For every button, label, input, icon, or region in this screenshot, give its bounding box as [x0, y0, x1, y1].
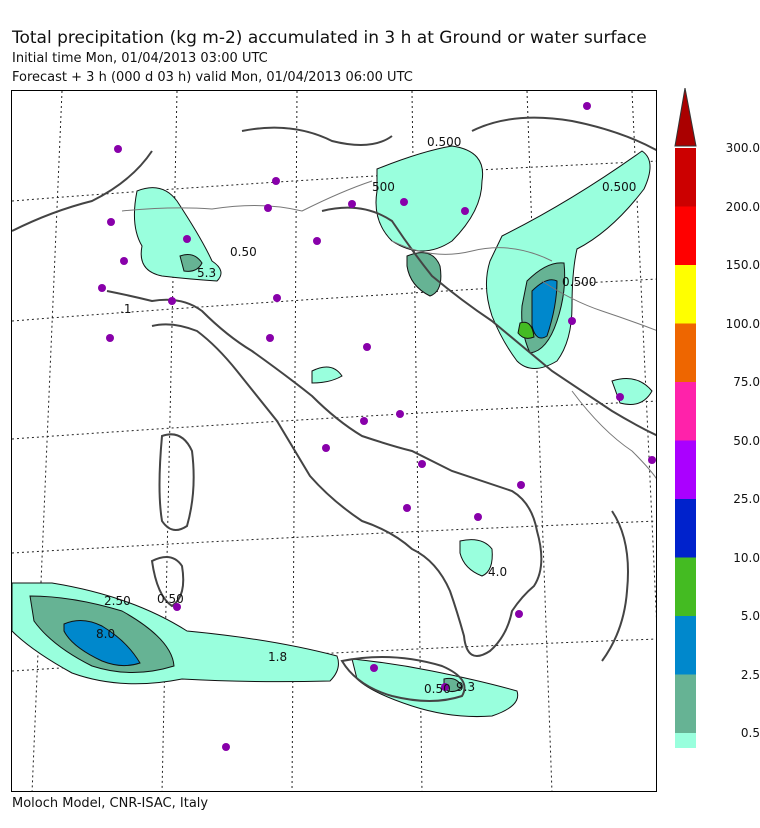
contour-labels: 0.500 500 0.500 0.50 5.3 0.500 2.50 0.50…: [96, 135, 636, 696]
precipitation-map: 0.500 500 0.500 0.50 5.3 0.500 2.50 0.50…: [11, 90, 657, 792]
contour-label: 500: [372, 180, 395, 194]
legend-label: 0.5: [740, 726, 760, 740]
contour-label: 1.8: [268, 650, 287, 664]
legend-swatch: [675, 323, 696, 382]
contour-label: 9.3: [456, 680, 475, 694]
legend-swatch: [675, 557, 696, 616]
contour-label: 0.500: [427, 135, 461, 149]
legend-label: 300.0: [725, 141, 760, 155]
legend-swatch: [675, 499, 696, 558]
legend-swatch: [675, 382, 696, 441]
contour-label: 0.50: [157, 592, 184, 606]
contour-label: 0.50: [230, 245, 257, 259]
legend-label: 50.0: [733, 433, 760, 448]
legend-label: 2.5: [740, 667, 760, 682]
contour-label: .1: [120, 302, 131, 316]
borders: [121, 180, 656, 479]
legend-label: 150.0: [725, 258, 760, 272]
map-canvas: 0.500 500 0.500 0.50 5.3 0.500 2.50 0.50…: [12, 91, 656, 791]
precipitation-fields: [12, 145, 653, 718]
legend-swatch: [675, 440, 696, 499]
legend-label: 100.0: [725, 316, 760, 331]
legend-swatch: [675, 148, 696, 207]
legend-swatch: [675, 616, 696, 675]
legend-swatch: [675, 733, 696, 748]
legend-label: 25.0: [733, 492, 760, 506]
contour-label: 4.0: [488, 565, 507, 579]
legend-swatches: [675, 148, 696, 748]
contour-label: 2.50: [104, 594, 131, 608]
coastlines: [12, 116, 656, 702]
legend-label: 5.0: [740, 609, 760, 623]
legend-bar: [674, 88, 697, 748]
contour-label: 8.0: [96, 627, 115, 641]
color-legend: 300.0 200.0 150.0 100.0 75.0 50.0 25.0 10.0 5.0 2…: [670, 88, 760, 748]
legend-label: 200.0: [725, 199, 760, 214]
chart-title: Total precipitation (kg m-2) accumulated…: [12, 28, 647, 48]
contour-label: 5.3: [197, 266, 216, 280]
legend-label: 75.0: [733, 375, 760, 389]
contour-label: 0.50: [424, 682, 451, 696]
legend-swatch: [675, 206, 696, 265]
legend-swatch: [675, 674, 696, 733]
contour-label: 0.500: [562, 275, 596, 289]
city-markers: [98, 102, 656, 751]
legend-label: 10.0: [733, 550, 760, 565]
legend-top-arrow: [674, 88, 697, 147]
initial-time: Initial time Mon, 01/04/2013 03:00 UTC: [12, 51, 268, 66]
footer-credit: Moloch Model, CNR-ISAC, Italy: [12, 796, 209, 811]
forecast-valid-time: Forecast + 3 h (000 d 03 h) valid Mon, 0…: [12, 70, 413, 85]
contour-label: 0.500: [602, 180, 636, 194]
legend-swatch: [675, 265, 696, 324]
